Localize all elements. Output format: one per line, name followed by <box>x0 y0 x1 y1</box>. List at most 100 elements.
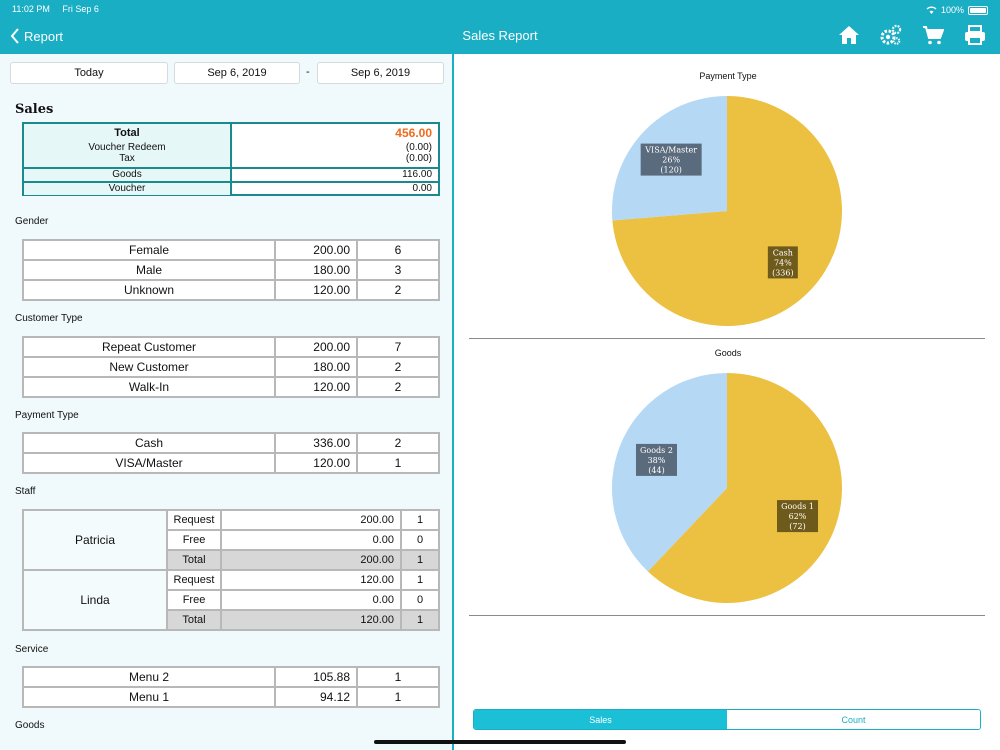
pie-label-text: (72) <box>789 522 805 531</box>
row-name: VISA/Master <box>22 452 276 474</box>
row-count: 1 <box>356 686 440 708</box>
goods-section-label: Goods <box>15 720 45 731</box>
row-count: 0 <box>400 529 440 551</box>
row-amount: 0.00 <box>220 529 402 551</box>
goods-row: Goods 116.00 <box>24 167 438 181</box>
row-count: 2 <box>356 376 440 398</box>
row-name: Unknown <box>22 279 276 301</box>
chart-title: Payment Type <box>699 71 757 81</box>
row-count: 3 <box>356 259 440 281</box>
row-amount: 120.00 <box>220 569 402 591</box>
cart-button[interactable] <box>922 24 945 46</box>
goods-label: Goods <box>24 169 232 181</box>
row-name: Menu 2 <box>22 666 276 688</box>
row-amount: 0.00 <box>220 589 402 611</box>
pie-label-text: (120) <box>660 166 682 175</box>
row-name: Repeat Customer <box>22 336 276 358</box>
sales-summary: Total Voucher Redeem Tax 456.00 (0.00) (… <box>22 122 440 196</box>
sales-segment[interactable]: Sales <box>474 710 727 729</box>
table-row: Female 200.00 6 <box>22 239 440 261</box>
row-amount: 94.12 <box>274 686 358 708</box>
back-label: Report <box>24 28 64 44</box>
gears-icon <box>880 24 902 45</box>
service-table: Menu 2 105.88 1 Menu 1 94.12 1 <box>22 666 440 708</box>
row-count: 6 <box>356 239 440 261</box>
gender-table: Female 200.00 6 Male 180.00 3 Unknown 120.00 2 <box>22 239 440 301</box>
table-row: Free 0.00 0 <box>23 529 440 551</box>
row-type: Request <box>166 569 222 591</box>
total-value: 456.00 <box>395 126 432 140</box>
voucher-row: Voucher 0.00 <box>24 181 438 195</box>
row-amount: 180.00 <box>274 356 358 378</box>
page-title: Sales Report <box>462 28 538 43</box>
row-amount: 200.00 <box>220 509 402 531</box>
row-count: 1 <box>356 452 440 474</box>
home-indicator <box>374 740 626 744</box>
battery-icon <box>968 5 988 15</box>
home-button[interactable] <box>838 24 860 46</box>
gender-label: Gender <box>15 216 49 227</box>
payment-type-label: Payment Type <box>15 410 79 421</box>
row-type: Free <box>166 529 222 551</box>
row-count: 0 <box>400 589 440 611</box>
pie-label-text: (44) <box>648 466 664 475</box>
table-row: Free 0.00 0 <box>23 589 440 611</box>
battery-percent: 100% <box>940 5 964 15</box>
row-count: 1 <box>356 666 440 688</box>
metric-segmented-control: Sales Count <box>473 709 981 730</box>
toolbar-icons <box>838 24 986 46</box>
staff-label: Staff <box>15 486 36 497</box>
status-bar: 11:02 PM Fri Sep 6 100% <box>12 4 988 16</box>
table-row: Menu 1 94.12 1 <box>22 686 440 708</box>
date-separator: - <box>306 66 310 78</box>
home-icon <box>839 26 859 44</box>
today-button[interactable]: Today <box>10 62 168 84</box>
back-button[interactable]: Report <box>10 26 63 46</box>
row-amount: 200.00 <box>274 239 358 261</box>
row-count: 2 <box>356 432 440 454</box>
status-date: Fri Sep 6 <box>62 4 99 14</box>
pie-slice-goods-1 <box>647 373 842 603</box>
row-name: Female <box>22 239 276 261</box>
row-amount: 120.00 <box>220 609 402 631</box>
print-button[interactable] <box>964 24 986 46</box>
pie-label-text: VISA/Master <box>644 146 697 155</box>
end-date-button[interactable]: Sep 6, 2019 <box>317 62 444 84</box>
row-type: Request <box>166 509 222 531</box>
status-left: 11:02 PM Fri Sep 6 <box>12 4 109 16</box>
pie-label-text: (336) <box>772 268 794 277</box>
row-count: 2 <box>356 279 440 301</box>
sales-summary-values: 456.00 (0.00) (0.00) <box>234 124 438 169</box>
chart-title: Goods <box>714 348 742 358</box>
row-count: 2 <box>356 356 440 378</box>
pie-label-box <box>777 500 819 533</box>
row-count: 1 <box>400 569 440 591</box>
table-row: Unknown 120.00 2 <box>22 279 440 301</box>
charts-panel: Payment Type Cash 74% (336) VISA/Master 26%(… <box>456 54 1000 750</box>
table-row: Patricia Request 200.00 1 <box>22 509 440 571</box>
row-amount: 120.00 <box>274 376 358 398</box>
voucher-value: 0.00 <box>412 183 432 194</box>
row-count: 1 <box>400 509 440 531</box>
pie-label-text: 74% <box>774 258 792 267</box>
tax-label: Tax <box>119 153 135 164</box>
sales-heading: Sales <box>15 102 54 117</box>
pie-label-text: Goods 1 <box>781 502 814 511</box>
pie-data-label: Goods 162%(72) <box>777 500 819 533</box>
row-name: Walk-In <box>22 376 276 398</box>
row-amount: 180.00 <box>274 259 358 281</box>
settings-button[interactable] <box>880 24 902 46</box>
goods-value: 116.00 <box>402 169 432 180</box>
start-date-button[interactable]: Sep 6, 2019 <box>174 62 300 84</box>
row-amount: 200.00 <box>274 336 358 358</box>
total-label: Total <box>114 127 140 139</box>
pie-label-box <box>767 246 798 279</box>
table-row: Male 180.00 3 <box>22 259 440 281</box>
count-segment[interactable]: Count <box>727 710 980 729</box>
table-row: Menu 2 105.88 1 <box>22 666 440 688</box>
chart-divider <box>469 338 985 339</box>
staff-name: Linda <box>22 569 168 631</box>
